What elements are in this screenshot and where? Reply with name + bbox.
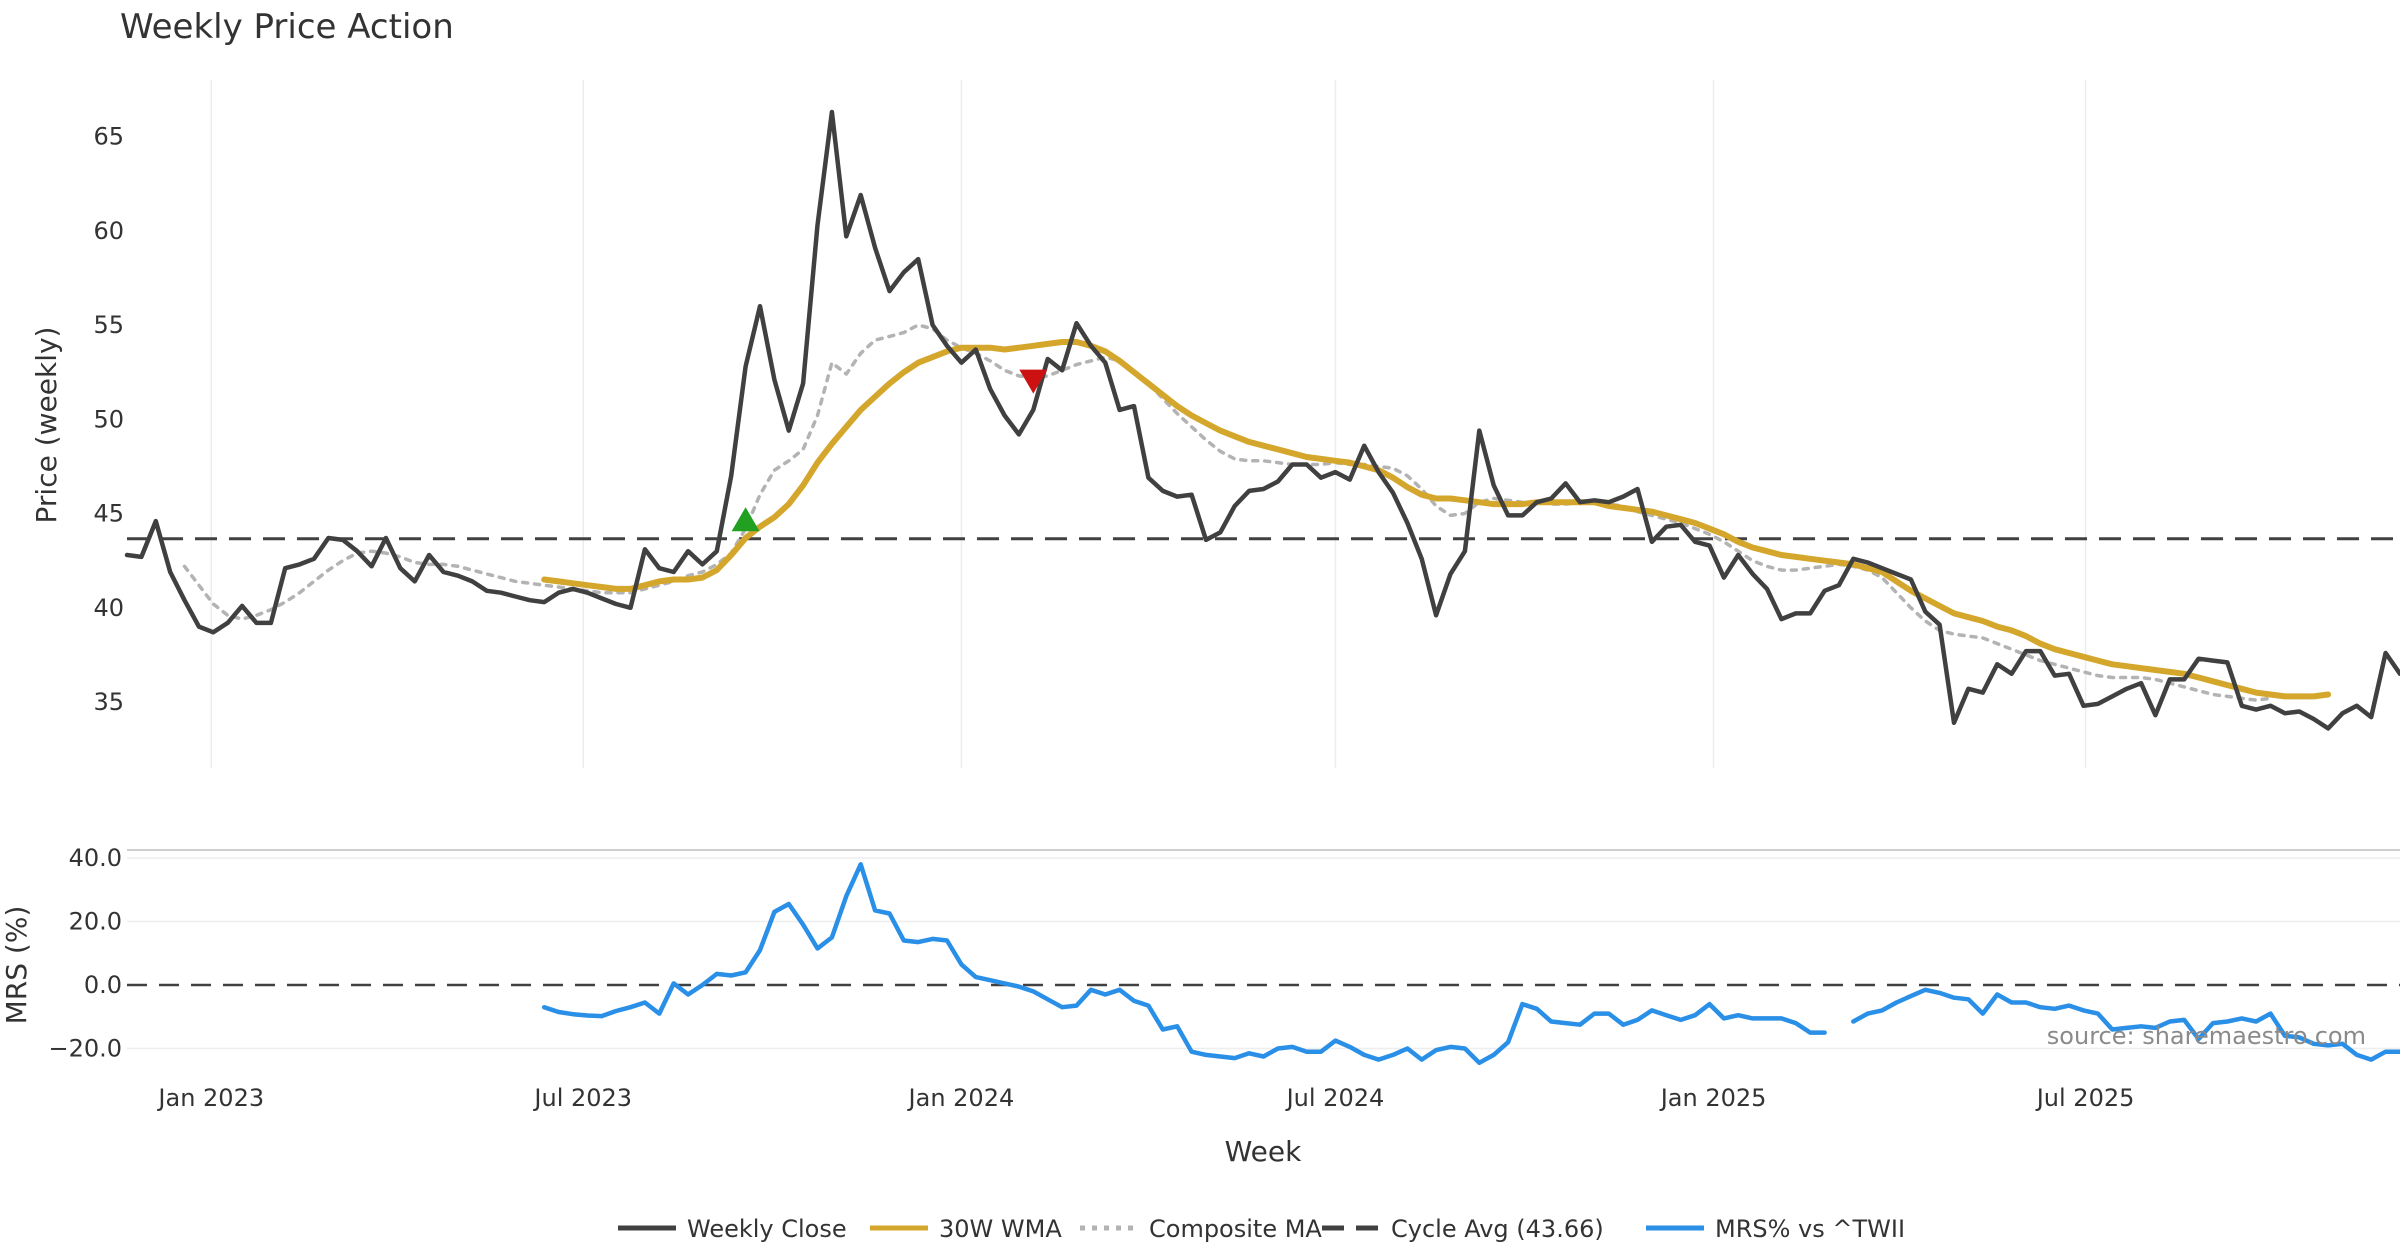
- price-panel: 35 40 45 50 55 60 65: [93, 80, 2400, 768]
- mrs-y-tick-3: 40.0: [69, 844, 122, 872]
- price-y-tick-45: 45: [93, 500, 124, 528]
- price-y-tick-40: 40: [93, 594, 124, 622]
- x-tick-jan-2024: Jan 2024: [907, 1084, 1015, 1112]
- signal-markers: [731, 369, 1048, 532]
- mrs-y-tick-0: −20.0: [48, 1035, 122, 1063]
- mrs-y-axis-label: MRS (%): [0, 906, 33, 1025]
- price-y-ticks: 35 40 45 50 55 60 65: [93, 123, 124, 716]
- legend-label-mrs-vs-twii: MRS% vs ^TWII: [1715, 1215, 1905, 1243]
- mrs-panel: −20.0 0.0 20.0 40.0: [48, 844, 2400, 1066]
- source-label: source: sharemaestro.com: [2047, 1022, 2366, 1050]
- x-tick-jul-2025: Jul 2025: [2035, 1084, 2135, 1112]
- x-tick-jul-2023: Jul 2023: [532, 1084, 632, 1112]
- legend-label-cycle-avg-43-66: Cycle Avg (43.66): [1391, 1215, 1604, 1243]
- legend: Weekly Close 30W WMA Composite MA Cycle Avg…: [618, 1215, 1905, 1243]
- series-weekly-close-line: [124, 109, 2400, 731]
- x-tick-jul-2024: Jul 2024: [1285, 1084, 1385, 1112]
- x-tick-jan-2025: Jan 2025: [1659, 1084, 1767, 1112]
- price-y-tick-65: 65: [93, 123, 124, 151]
- legend-label-30w-wma: 30W WMA: [939, 1215, 1062, 1243]
- legend-label-weekly-close: Weekly Close: [687, 1215, 847, 1243]
- price-series: [124, 109, 2400, 731]
- series-composite-ma-line: [182, 323, 2273, 702]
- mrs-gridlines: [127, 849, 2400, 1050]
- mrs-y-tick-2: 20.0: [69, 907, 122, 935]
- x-tick-jan-2023: Jan 2023: [156, 1084, 264, 1112]
- legend-label-composite-ma: Composite MA: [1149, 1215, 1322, 1243]
- price-y-tick-55: 55: [93, 311, 124, 339]
- price-y-tick-35: 35: [93, 688, 124, 716]
- sell-signal-marker: [1019, 369, 1048, 394]
- series-mrs-line: [541, 862, 2400, 1066]
- mrs-y-tick-1: 0.0: [84, 971, 122, 999]
- x-axis-ticks: Jan 2023 Jul 2023 Jan 2024 Jul 2024 Jan 2025…: [156, 1084, 2134, 1112]
- x-axis-label: Week: [1225, 1135, 1302, 1168]
- mrs-y-ticks: −20.0 0.0 20.0 40.0: [48, 844, 122, 1063]
- price-gridlines: [210, 80, 2087, 768]
- price-y-tick-50: 50: [93, 405, 124, 433]
- buy-signal-marker: [731, 507, 760, 532]
- series-30w-wma-line: [541, 339, 2332, 700]
- price-y-axis-label: Price (weekly): [30, 327, 63, 524]
- mrs-series: [541, 862, 2400, 1066]
- price-y-tick-60: 60: [93, 217, 124, 245]
- chart-title: Weekly Price Action: [120, 7, 454, 47]
